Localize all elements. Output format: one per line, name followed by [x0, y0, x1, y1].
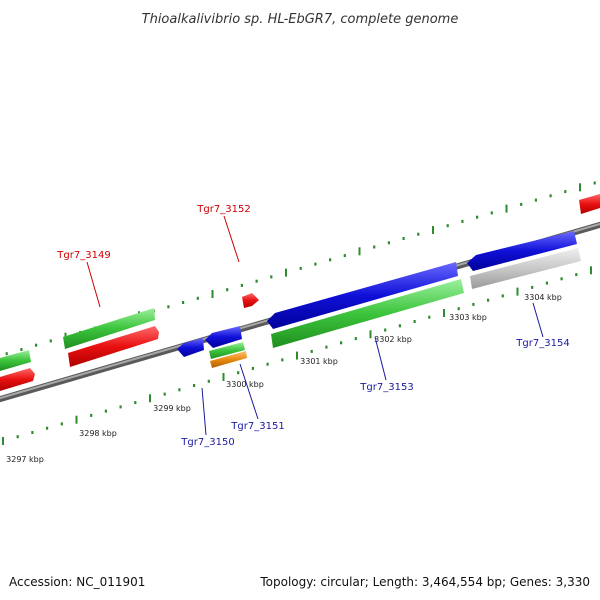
- gene-tgr7-3151-green[interactable]: [209, 342, 245, 359]
- genome-summary-text: Topology: circular; Length: 3,464,554 bp…: [259, 575, 590, 589]
- tick-label-3304: 3304 kbp: [524, 293, 562, 302]
- gene-label-leaders: [86, 215, 544, 436]
- reverse-strand-genes: [177, 231, 581, 368]
- tick-label-3301: 3301 kbp: [300, 357, 338, 366]
- tick-label-3297: 3297 kbp: [6, 455, 44, 464]
- gene-label-tgr7-3153[interactable]: Tgr7_3153: [359, 382, 413, 393]
- gene-red-right-edge[interactable]: [579, 194, 600, 214]
- gene-tgr7-3154-grey[interactable]: [470, 248, 581, 289]
- tick-label-3303: 3303 kbp: [449, 313, 487, 322]
- kbp-tick-labels: 3297 kbp 3298 kbp 3299 kbp 3300 kbp 3301…: [6, 293, 562, 464]
- gene-label-tgr7-3150[interactable]: Tgr7_3150: [180, 437, 234, 448]
- gene-tgr7-3150[interactable]: [177, 338, 204, 357]
- tick-label-3302: 3302 kbp: [374, 335, 412, 344]
- forward-strand-genes: [0, 194, 600, 391]
- gene-labels: Tgr7_3149 Tgr7_3152 Tgr7_3150 Tgr7_3151 …: [56, 204, 569, 448]
- gene-label-tgr7-3149[interactable]: Tgr7_3149: [56, 250, 110, 261]
- gene-tgr7-3153-blue[interactable]: [267, 262, 458, 329]
- gene-red-left-edge[interactable]: [0, 368, 35, 391]
- gene-green-left-edge[interactable]: [0, 350, 31, 371]
- genome-title: Thioalkalivibrio sp. HL-EbGR7, complete …: [142, 12, 459, 27]
- gene-tgr7-3151-orange[interactable]: [210, 351, 247, 368]
- tick-label-3299: 3299 kbp: [153, 404, 191, 413]
- tick-label-3300: 3300 kbp: [226, 380, 264, 389]
- tick-label-3298: 3298 kbp: [79, 429, 117, 438]
- gene-tgr7-3149-green[interactable]: [63, 308, 155, 349]
- accession-text: Accession: NC_011901: [9, 575, 145, 589]
- gene-tgr7-3154-blue[interactable]: [467, 231, 577, 271]
- gene-tgr7-3151-blue[interactable]: [205, 326, 242, 348]
- gene-label-tgr7-3151[interactable]: Tgr7_3151: [230, 421, 284, 432]
- gene-tgr7-3153-green[interactable]: [271, 279, 464, 348]
- gene-tgr7-3149-red[interactable]: [68, 326, 159, 367]
- gene-label-tgr7-3154[interactable]: Tgr7_3154: [515, 338, 569, 349]
- gene-label-tgr7-3152[interactable]: Tgr7_3152: [196, 204, 250, 215]
- bottom-tick-track: [2, 266, 592, 445]
- gene-tgr7-3152[interactable]: [242, 293, 259, 308]
